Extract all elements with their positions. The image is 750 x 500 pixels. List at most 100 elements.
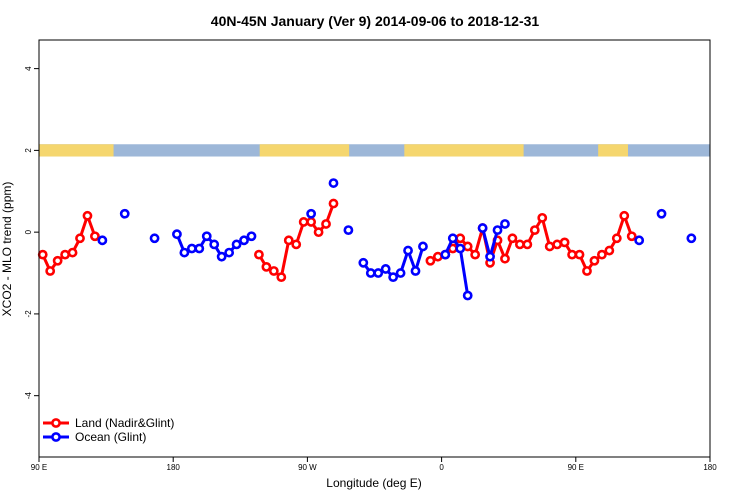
ocean-data-point [373,268,384,278]
land-data-point [604,245,615,256]
ocean-series-line [443,236,470,296]
land-data-point [500,253,510,264]
plot-frame [38,39,711,458]
land-data-point [611,233,622,244]
land-data-point [537,212,548,223]
ocean-data-point [380,264,391,274]
x-axis: 90 E 180 90 W 0 90 E 180 [31,457,717,472]
land-data-point [52,255,63,266]
land-data-point [82,210,93,221]
ocean-data-point [656,208,667,219]
chart-title: 40N-45N January (Ver 9) 2014-09-06 to 20… [211,13,540,29]
land-data-point [298,217,309,227]
land-data-point [425,255,436,266]
land-data-point [328,198,339,209]
land-strip-segment [39,144,114,157]
land-data-point [60,249,70,260]
legend: Land (Nadir&Glint)Ocean (Glint) [43,416,174,444]
ocean-data-point [172,229,182,240]
land-strip-segment [404,144,524,157]
y-tick-label: 2 [24,148,33,153]
land-data-point [75,233,85,244]
land-data-point [619,210,630,221]
ocean-data-point [634,235,645,246]
land-data-point [306,217,317,227]
y-axis: -4 -2 0 2 4 [24,66,39,399]
land-data-point [254,249,264,260]
ocean-data-point [119,208,130,219]
land-data-point [45,266,56,276]
land-series-line [41,214,97,273]
ocean-data-point [201,231,212,242]
ocean-data-point [216,251,227,262]
land-data-point [313,227,324,238]
ocean-strip [39,144,710,157]
ocean-data-point [209,239,220,250]
ocean-data-point [462,290,473,301]
ocean-data-point [246,231,257,242]
land-legend-marker [51,418,61,428]
land-strip-segment [598,144,628,157]
land-data-point [283,235,294,246]
y-tick-label: 4 [24,66,33,71]
ocean-data-point [179,247,190,258]
land-data-point [574,249,585,260]
land-ocean-bar [39,144,710,157]
x-tick-label: 180 [703,463,717,472]
ocean-data-point [686,233,697,244]
land-data-point [567,249,577,260]
x-tick-label: 90 W [298,463,317,472]
x-tick-label: 0 [439,463,444,472]
land-data-point [582,266,592,276]
land-data-point [626,231,637,242]
ocean-data-point [440,249,451,260]
ocean-data-point [358,257,369,268]
land-data-point [90,231,100,242]
ocean-data-point [477,223,488,233]
land-strip-segment [259,144,350,157]
land-data-point [276,272,287,283]
ocean-data-point [365,268,376,278]
y-tick-label: -4 [24,392,33,400]
y-tick-label: 0 [24,229,33,234]
land-data-point [596,249,607,260]
x-axis-label: Longitude (deg E) [326,476,421,490]
land-data-point [261,261,272,272]
ocean-data-point [418,241,428,252]
land-data-point [559,237,570,248]
land-data-point [462,241,473,252]
ocean-data-point [149,233,160,244]
ocean-data-point [388,272,399,283]
land-data-point [589,255,600,266]
x-tick-label: 90 E [31,463,47,472]
land-legend-label: Land (Nadir&Glint) [75,416,174,430]
ocean-data-point [485,251,495,262]
ocean-data-point [328,178,339,188]
plot-area [37,178,697,301]
ocean-data-point [224,247,235,258]
ocean-data-point [500,219,510,229]
land-data-point [514,239,525,250]
land-data-point [522,239,533,250]
ocean-data-point [455,243,466,254]
land-data-point [470,249,481,260]
y-tick-label: -2 [24,310,33,318]
ocean-data-point [403,245,413,256]
land-data-point [507,233,518,244]
ocean-legend-marker [51,432,61,442]
land-data-point [529,225,540,236]
land-data-point [544,241,555,252]
land-data-point [552,239,563,250]
x-tick-label: 90 E [568,463,584,472]
ocean-data-point [447,233,458,244]
land-data-point [432,251,443,262]
y-axis-label: XCO2 - MLO trend (ppm) [0,182,14,317]
ocean-data-point [231,239,242,250]
ocean-data-point [410,266,421,276]
land-data-point [67,247,78,258]
ocean-data-point [306,208,317,219]
ocean-legend-label: Ocean (Glint) [75,430,146,444]
ocean-data-point [186,243,197,254]
ocean-data-point [395,268,406,278]
land-data-point [37,249,48,260]
